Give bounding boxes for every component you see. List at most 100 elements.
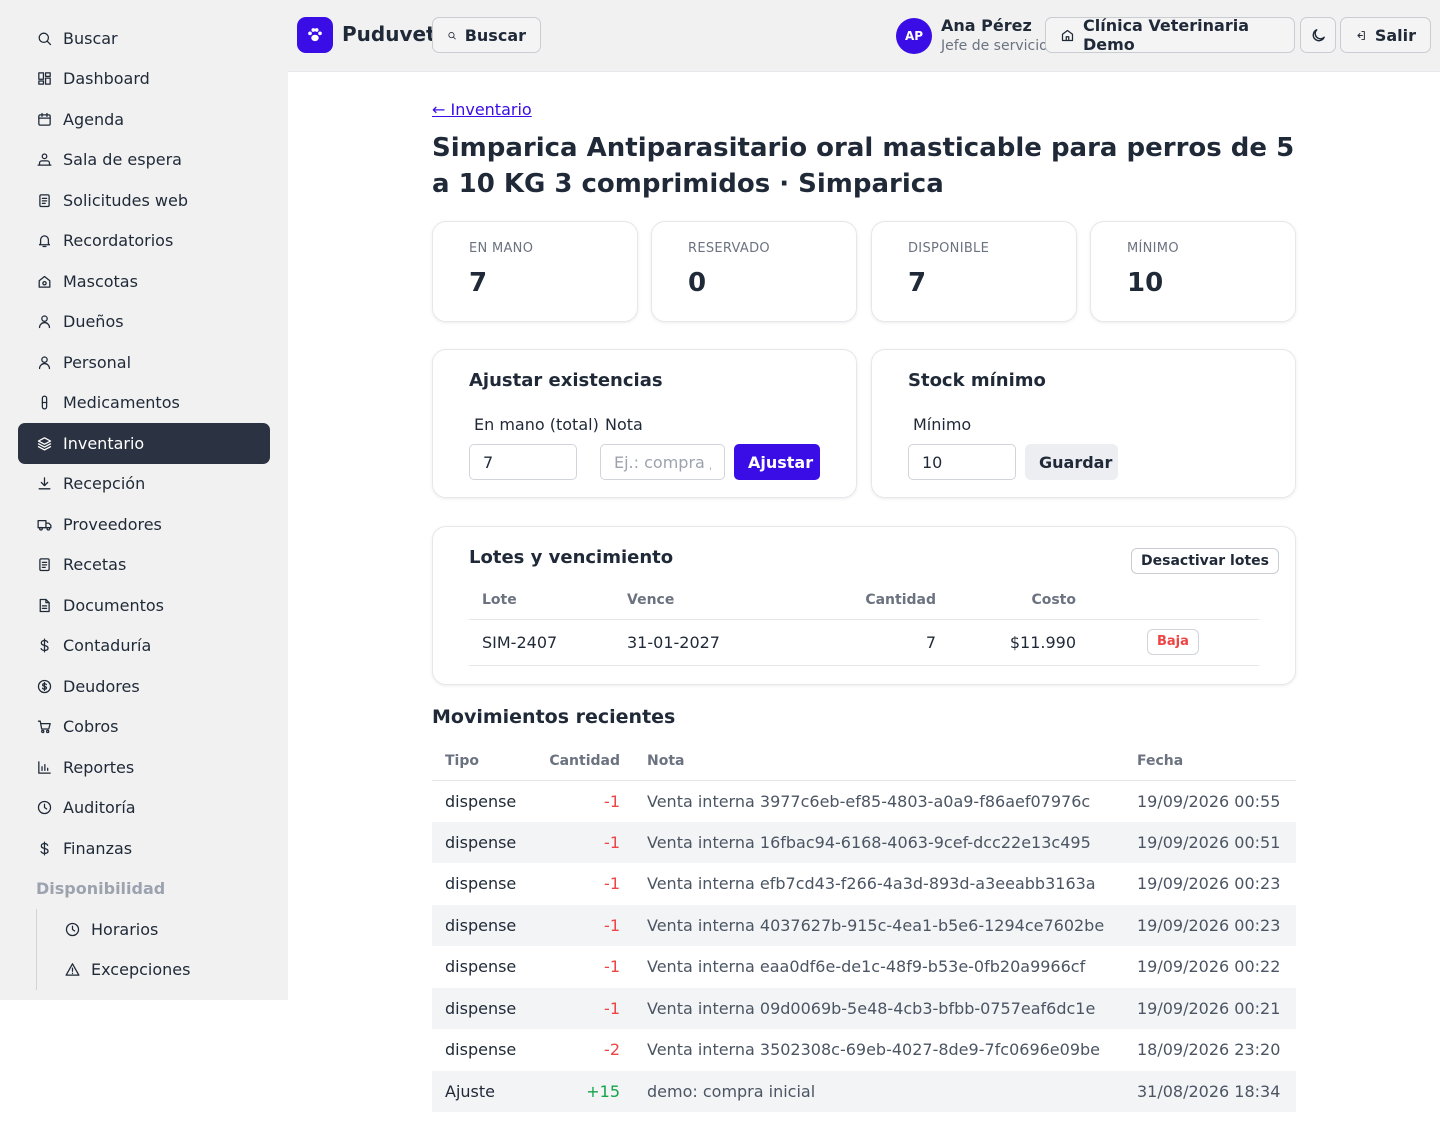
on-hand-total-label: En mano (total)	[474, 415, 599, 434]
sidebar-item-personal[interactable]: Personal	[18, 342, 270, 383]
sidebar-item-buscar[interactable]: Buscar	[18, 18, 270, 59]
sidebar-item-contaduria[interactable]: Contaduría	[18, 626, 270, 667]
sidebar-item-excepciones[interactable]: Excepciones	[45, 950, 288, 991]
table-row: dispense -1 Venta interna 16fbac94-6168-40…	[432, 821, 1296, 863]
sidebar-item-solicitudes-web[interactable]: Solicitudes web	[18, 180, 270, 221]
movement-date: 19/09/2026 00:22	[1137, 957, 1281, 977]
adjust-stock-card: Ajustar existencias En mano (total) Nota…	[432, 349, 857, 498]
sidebar-item-label: Cobros	[63, 717, 119, 737]
movement-quantity: -1	[546, 987, 621, 1029]
movements-table: Tipo Cantidad Nota Fecha dispense -1 Venta…	[432, 743, 1296, 1112]
user-icon	[38, 315, 51, 329]
dollar-circle-icon	[37, 679, 52, 693]
top-bar: Puduvet Buscar AP Ana Pérez Jefe de serv…	[288, 0, 1440, 72]
deactivate-lots-button[interactable]: Desactivar lotes	[1131, 548, 1279, 574]
movement-note: Venta interna 3502308c-69eb-4027-8de9-7f…	[647, 1040, 1100, 1060]
note-input[interactable]	[600, 444, 725, 480]
sidebar-item-medicamentos[interactable]: Medicamentos	[18, 383, 270, 424]
movement-note: demo: compra inicial	[621, 1070, 1137, 1112]
sidebar-item-deudores[interactable]: Deudores	[18, 666, 270, 707]
warning-icon	[65, 963, 80, 977]
user-role: Jefe de servicio	[941, 38, 1048, 54]
column-header-expires: Vence	[627, 582, 787, 620]
sidebar-item-label: Recordatorios	[63, 231, 174, 251]
lot-expiry: 31-01-2027	[627, 619, 787, 666]
clock-icon	[37, 801, 52, 815]
movement-quantity: -1	[604, 874, 620, 894]
sidebar-item-label: Recetas	[63, 555, 127, 575]
lot-write-off-button[interactable]: Baja	[1147, 629, 1199, 655]
sidebar-item-label: Proveedores	[63, 514, 162, 534]
logout-icon	[1357, 30, 1365, 40]
download-icon	[38, 477, 51, 490]
clinic-selector[interactable]: Clínica Veterinaria Demo	[1045, 16, 1295, 54]
user-name: Ana Pérez	[941, 16, 1032, 35]
movement-note: Venta interna eaa0df6e-de1c-48f9-b53e-0f…	[647, 957, 1086, 977]
save-min-stock-button[interactable]: Guardar	[1025, 444, 1118, 480]
calendar-icon	[38, 112, 51, 126]
movement-quantity: -1	[604, 791, 620, 811]
column-header-lot: Lote	[469, 582, 627, 620]
column-header-date: Fecha	[1137, 743, 1296, 781]
sidebar-item-sala-de-espera[interactable]: Sala de espera	[18, 140, 270, 181]
sidebar-item-label: Inventario	[63, 433, 145, 453]
sidebar-item-recordatorios[interactable]: Recordatorios	[18, 221, 270, 262]
logout-button[interactable]: Salir	[1340, 17, 1431, 53]
sidebar-item-proveedores[interactable]: Proveedores	[18, 504, 270, 545]
table-row: dispense -1 Venta interna 3977c6eb-ef85-48…	[432, 780, 1296, 822]
sidebar-item-reportes[interactable]: Reportes	[18, 747, 270, 788]
sidebar-item-agenda[interactable]: Agenda	[18, 99, 270, 140]
adjust-button[interactable]: Ajustar	[734, 444, 820, 480]
sidebar-item-finanzas[interactable]: Finanzas	[18, 828, 270, 869]
note-label: Nota	[605, 415, 643, 434]
lot-cost: $11.990	[936, 619, 1076, 666]
stat-card-reserved: RESERVADO 0	[651, 221, 857, 322]
table-row: dispense -1 Venta interna 09d0069b-5e48-4c…	[432, 987, 1296, 1029]
adjust-stock-title: Ajustar existencias	[469, 370, 663, 391]
sidebar-item-inventario[interactable]: Inventario	[18, 423, 270, 464]
min-stock-input[interactable]	[908, 444, 1016, 480]
search-button[interactable]: Buscar	[432, 17, 541, 53]
sidebar-item-mascotas[interactable]: Mascotas	[18, 261, 270, 302]
brand-name: Puduvet	[342, 22, 436, 46]
movement-note: Venta interna 09d0069b-5e48-4cb3-bfbb-07…	[621, 987, 1137, 1029]
min-stock-card: Stock mínimo Mínimo Guardar	[871, 349, 1296, 498]
lots-title: Lotes y vencimiento	[469, 547, 674, 568]
theme-toggle-button[interactable]	[1300, 17, 1336, 53]
stat-label: MÍNIMO	[1127, 241, 1179, 256]
movement-date: 19/09/2026 00:55	[1137, 791, 1281, 811]
column-header-type: Tipo	[432, 743, 546, 781]
sidebar-item-recepcion[interactable]: Recepción	[18, 464, 270, 505]
sidebar-item-label: Medicamentos	[63, 393, 180, 413]
stat-card-on-hand: EN MANO 7	[432, 221, 638, 322]
movement-type: dispense	[432, 987, 546, 1029]
pill-icon	[41, 395, 48, 410]
sidebar-item-label: Finanzas	[63, 838, 133, 858]
sidebar-item-dashboard[interactable]: Dashboard	[18, 59, 270, 100]
movement-type: Ajuste	[432, 1070, 546, 1112]
stat-value: 0	[688, 268, 707, 298]
sidebar-item-horarios[interactable]: Horarios	[45, 909, 288, 950]
back-to-inventory-link[interactable]: ← Inventario	[432, 100, 532, 119]
sidebar-item-cobros[interactable]: Cobros	[18, 707, 270, 748]
column-header-note: Nota	[621, 743, 1137, 781]
movement-type: dispense	[445, 957, 517, 977]
avatar[interactable]: AP	[896, 18, 932, 54]
sidebar-item-label: Agenda	[63, 109, 125, 129]
movement-date: 18/09/2026 23:20	[1137, 1040, 1281, 1060]
on-hand-total-input[interactable]	[469, 444, 577, 480]
movement-type: dispense	[445, 791, 517, 811]
sidebar-item-auditoria[interactable]: Auditoría	[18, 788, 270, 829]
sidebar-item-label: Excepciones	[91, 960, 191, 980]
sidebar-item-documentos[interactable]: Documentos	[18, 585, 270, 626]
table-row: dispense -2 Venta interna 3502308c-69eb-40…	[432, 1029, 1296, 1071]
sidebar-item-duenos[interactable]: Dueños	[18, 302, 270, 343]
movement-type: dispense	[432, 821, 546, 863]
movement-date: 19/09/2026 00:23	[1137, 874, 1281, 894]
sidebar-item-label: Dashboard	[63, 69, 150, 89]
movement-quantity: -1	[604, 957, 620, 977]
brand-logo[interactable]	[297, 17, 333, 53]
sidebar-item-recetas[interactable]: Recetas	[18, 545, 270, 586]
building-icon	[1061, 29, 1074, 41]
moon-icon	[1312, 28, 1325, 41]
